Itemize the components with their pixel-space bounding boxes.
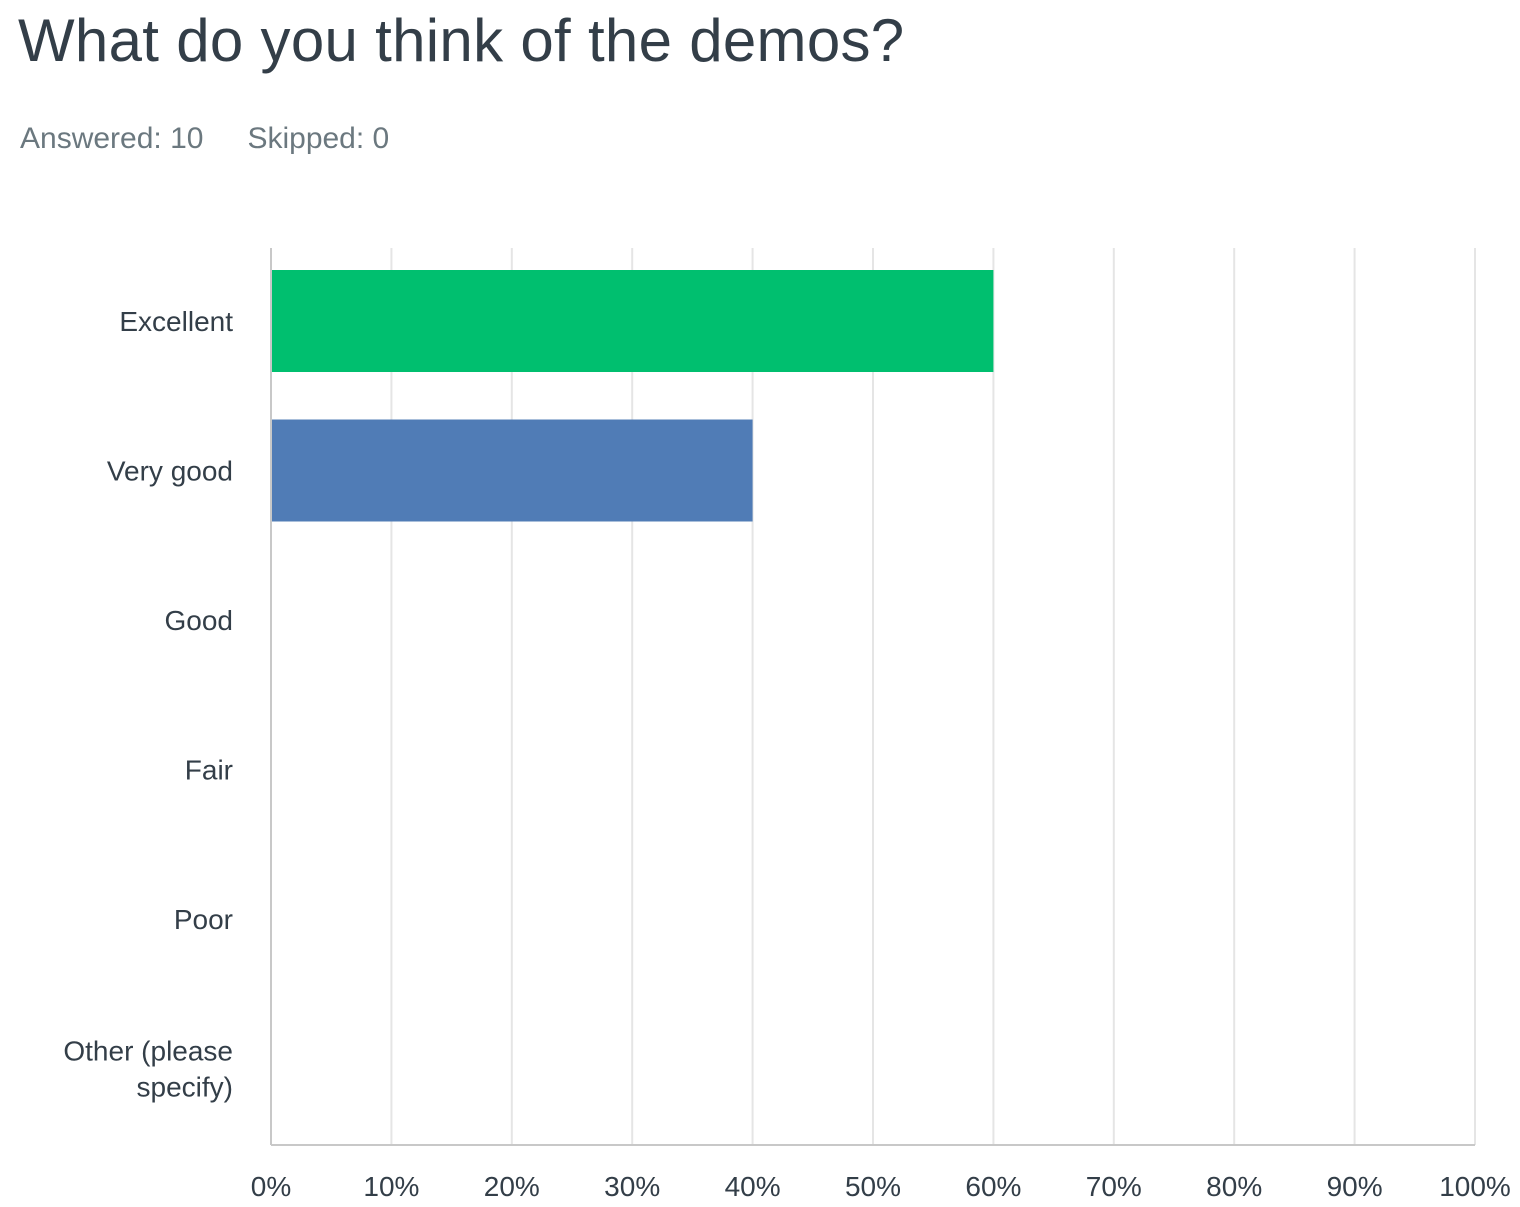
category-label: specify) xyxy=(137,1072,233,1103)
tick-labels: 0% 10% 20% 30% 40% 50% 60% 70% 80% 90% 100% xyxy=(251,1171,1511,1202)
x-tick-label: 50% xyxy=(845,1171,901,1202)
x-tick-label: 70% xyxy=(1086,1171,1142,1202)
category-label: Good xyxy=(165,605,234,636)
x-tick-label: 40% xyxy=(725,1171,781,1202)
category-label: Fair xyxy=(185,755,233,786)
x-tick-label: 60% xyxy=(965,1171,1021,1202)
x-tick-label: 20% xyxy=(484,1171,540,1202)
x-tick-label: 100% xyxy=(1439,1171,1511,1202)
grid-layer xyxy=(390,248,1476,1145)
question-title: What do you think of the demos? xyxy=(18,7,905,74)
bar xyxy=(271,419,753,522)
bar-layer xyxy=(271,270,994,522)
category-label: Poor xyxy=(174,904,233,935)
category-label: Excellent xyxy=(119,306,233,337)
bar xyxy=(271,270,994,372)
category-label: Very good xyxy=(107,456,233,487)
x-tick-label: 10% xyxy=(363,1171,419,1202)
x-tick-label: 90% xyxy=(1327,1171,1383,1202)
x-tick-label: 0% xyxy=(251,1171,291,1202)
answered-count: Answered: 10 xyxy=(20,122,204,155)
skipped-count: Skipped: 0 xyxy=(247,122,390,155)
x-tick-label: 30% xyxy=(604,1171,660,1202)
category-label: Other (please xyxy=(63,1036,233,1067)
response-stats: Answered: 10 Skipped: 0 xyxy=(20,122,389,156)
x-tick-label: 80% xyxy=(1206,1171,1262,1202)
category-labels: Excellent Very good Good Fair Poor Other (ple… xyxy=(63,306,233,1103)
axis-layer xyxy=(270,248,1475,1146)
